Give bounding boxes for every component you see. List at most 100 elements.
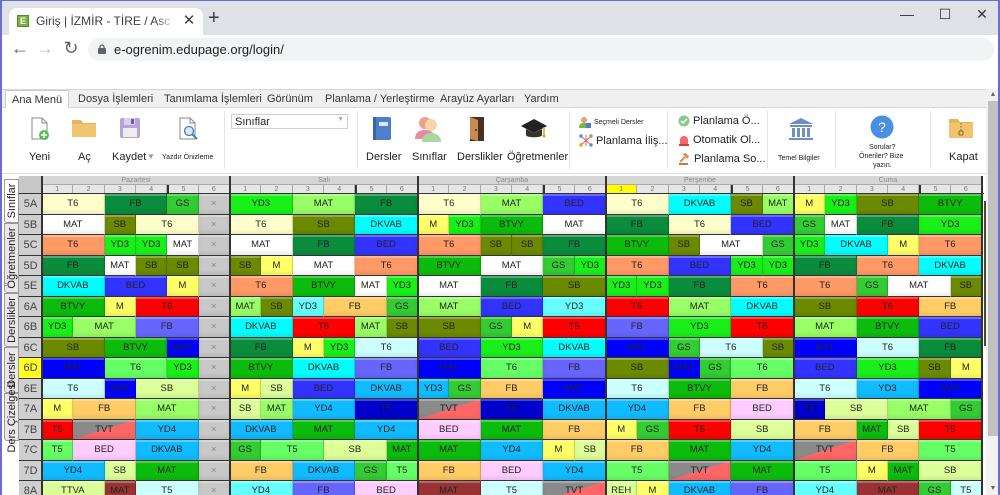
lesson-card[interactable]: BTVY	[230, 358, 293, 379]
lesson-card[interactable]: YD3	[104, 235, 136, 256]
lesson-card[interactable]: SB	[324, 440, 387, 461]
lesson-card[interactable]: SB	[762, 337, 794, 358]
lesson-card[interactable]: MAT	[42, 358, 105, 379]
lesson-card[interactable]: BED	[731, 399, 794, 420]
lesson-card[interactable]: GS	[167, 194, 199, 215]
grid-scroll-thumb[interactable]	[984, 201, 986, 346]
planning-result-button[interactable]: Planlama So...	[678, 153, 766, 165]
view-select-dropdown[interactable]: Sınıflar ▼	[231, 114, 348, 129]
elective-subjects-button[interactable]: Seçmeli Dersler	[579, 116, 643, 128]
lesson-card[interactable]: SB	[668, 235, 700, 256]
lesson-card[interactable]: YD4	[543, 460, 606, 481]
lesson-card[interactable]: MAT	[418, 440, 481, 461]
lesson-card[interactable]: FB	[355, 358, 418, 379]
lesson-card[interactable]: MAT	[731, 460, 794, 481]
lesson-card[interactable]: GS	[856, 276, 888, 297]
lesson-card[interactable]: YD4	[355, 419, 418, 440]
lesson-card[interactable]: M	[543, 440, 575, 461]
lesson-card[interactable]: MAT	[136, 399, 199, 420]
lesson-card[interactable]: FB	[919, 296, 982, 317]
page-scrollbar[interactable]: ▲ ▼	[986, 89, 998, 495]
lesson-card[interactable]: T6	[606, 378, 669, 399]
lesson-card[interactable]: FB	[292, 235, 356, 256]
lesson-card[interactable]: DKVAB	[230, 317, 293, 338]
lesson-card[interactable]: BED	[418, 337, 481, 358]
back-button[interactable]: ←	[11, 38, 29, 58]
lesson-card[interactable]: T6	[794, 378, 857, 399]
lesson-card[interactable]: TVT	[794, 440, 857, 461]
lesson-card[interactable]: FB	[543, 419, 606, 440]
subjects-button[interactable]: Dersler	[364, 114, 401, 166]
blocked-slot[interactable]: ×	[198, 296, 230, 317]
lesson-card[interactable]: YD3	[449, 214, 481, 235]
menu-tab-gorunum[interactable]: Görünüm	[267, 93, 313, 105]
lesson-card[interactable]: SB	[261, 296, 293, 317]
lesson-card[interactable]: SB	[386, 317, 418, 338]
lesson-card[interactable]: BED	[292, 378, 356, 399]
lesson-card[interactable]: T6	[355, 255, 418, 276]
lesson-card[interactable]: DKVAB	[543, 337, 606, 358]
lesson-card[interactable]: SB	[230, 255, 262, 276]
side-tab-0[interactable]: Sınıflar	[4, 179, 19, 223]
lesson-card[interactable]: BTVY	[292, 276, 356, 297]
lesson-card[interactable]: YD3	[668, 317, 732, 338]
lesson-card[interactable]: FB	[355, 194, 418, 215]
blocked-slot[interactable]: ×	[198, 419, 230, 440]
lesson-card[interactable]: T5	[919, 440, 982, 461]
lesson-card[interactable]: FB	[543, 235, 606, 256]
lesson-card[interactable]: SB	[136, 378, 199, 399]
lesson-card[interactable]: MAT	[919, 378, 982, 399]
lesson-card[interactable]: MAT	[543, 378, 606, 399]
open-button[interactable]: Aç	[68, 114, 100, 166]
lesson-card[interactable]: DKVAB	[919, 255, 982, 276]
lesson-card[interactable]: GS	[449, 378, 481, 399]
lesson-card[interactable]: FB	[480, 378, 544, 399]
lesson-card[interactable]: GS	[700, 358, 732, 379]
lesson-card[interactable]: YD3	[794, 235, 826, 256]
lesson-card[interactable]: GS	[480, 317, 512, 338]
lesson-card[interactable]: T6	[606, 194, 669, 215]
lesson-card[interactable]: MAT	[888, 276, 951, 297]
lesson-card[interactable]: MAT	[418, 276, 481, 297]
class-row-label[interactable]: 6A	[19, 296, 42, 317]
lesson-card[interactable]: FB	[230, 337, 293, 358]
lesson-card[interactable]: SB	[574, 440, 606, 461]
lesson-card[interactable]: BTVY	[919, 194, 982, 215]
lesson-card[interactable]: MAT	[292, 419, 356, 440]
lesson-card[interactable]: T6	[104, 358, 168, 379]
lesson-card[interactable]: SB	[919, 358, 951, 379]
lesson-card[interactable]: SB	[731, 419, 794, 440]
class-row-label[interactable]: 7A	[19, 399, 42, 420]
lesson-card[interactable]: FB	[73, 399, 136, 420]
new-tab-button[interactable]: +	[208, 7, 220, 29]
lesson-card[interactable]: T5	[386, 460, 418, 481]
menu-tab-ana-menu[interactable]: Ana Menü	[5, 90, 70, 109]
lesson-card[interactable]: MAT	[888, 399, 951, 420]
lesson-card[interactable]: T6	[292, 317, 356, 338]
lesson-card[interactable]: FB	[668, 399, 732, 420]
lesson-card[interactable]: T6	[136, 296, 199, 317]
scrollbar-thumb[interactable]	[988, 101, 998, 436]
lesson-card[interactable]: BED	[794, 358, 857, 379]
lesson-card[interactable]: MAT	[136, 460, 199, 481]
lesson-card[interactable]: MAT	[794, 337, 857, 358]
lesson-card[interactable]: T5	[42, 440, 74, 461]
lesson-card[interactable]: DKVAB	[42, 276, 105, 297]
lesson-card[interactable]: T6	[42, 194, 105, 215]
lesson-card[interactable]: T5	[950, 481, 982, 495]
lesson-card[interactable]: YD3	[167, 358, 199, 379]
lesson-card[interactable]: DKVAB	[136, 440, 199, 461]
lesson-card[interactable]: MAT	[668, 296, 732, 317]
lesson-card[interactable]: MAT	[668, 358, 700, 379]
lesson-card[interactable]: YD3	[856, 378, 920, 399]
lesson-card[interactable]: MAT	[418, 296, 481, 317]
lesson-card[interactable]: MAT	[700, 235, 763, 256]
lesson-card[interactable]: SB	[104, 214, 136, 235]
blocked-slot[interactable]: ×	[198, 358, 230, 379]
lesson-card[interactable]: M	[292, 337, 324, 358]
new-button[interactable]: Yeni	[24, 114, 54, 166]
lesson-card[interactable]: BED	[73, 440, 136, 461]
lesson-card[interactable]: T5	[480, 399, 544, 420]
lesson-card[interactable]: T6	[606, 255, 669, 276]
lesson-card[interactable]: FB	[919, 337, 982, 358]
